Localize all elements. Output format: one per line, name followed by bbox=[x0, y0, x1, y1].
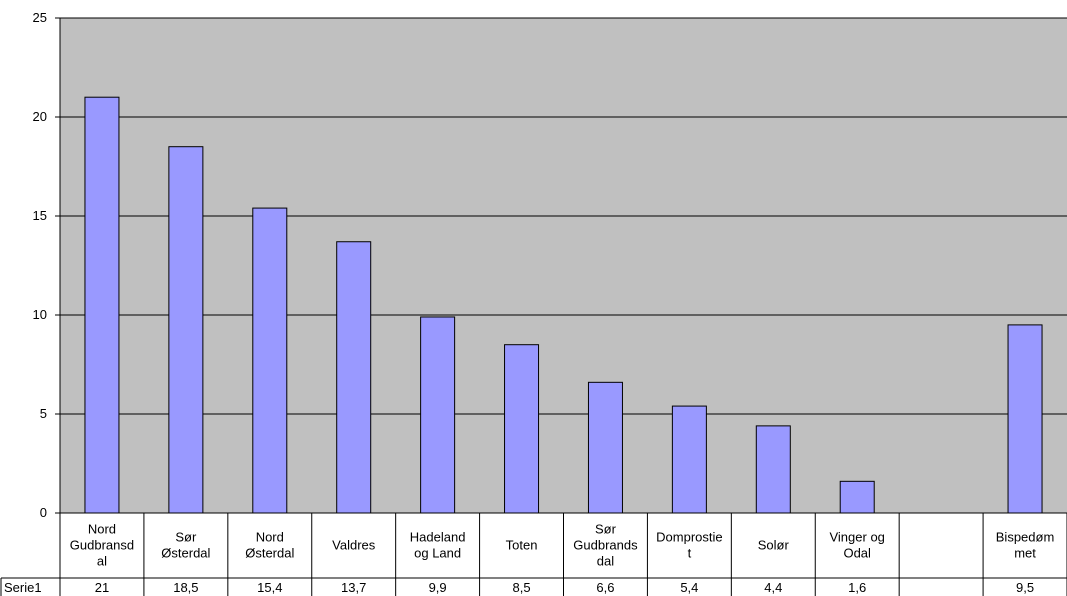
data-label: 21 bbox=[95, 580, 109, 595]
category-label: Vinger og bbox=[829, 530, 884, 545]
data-label: 13,7 bbox=[341, 580, 366, 595]
category-label: Nord bbox=[88, 522, 116, 537]
category-label: Odal bbox=[843, 546, 871, 561]
bar bbox=[671, 405, 707, 514]
bar bbox=[504, 344, 540, 514]
bar bbox=[420, 316, 456, 514]
plot-area bbox=[60, 18, 1067, 513]
category-label: Toten bbox=[506, 538, 538, 553]
category-label: t bbox=[688, 546, 692, 561]
bar bbox=[168, 146, 204, 514]
category-label: Sør bbox=[175, 530, 197, 545]
category-label: Østerdal bbox=[245, 546, 294, 561]
category-label: Østerdal bbox=[161, 546, 210, 561]
bar bbox=[587, 381, 623, 514]
data-label: 18,5 bbox=[173, 580, 198, 595]
bar bbox=[252, 207, 288, 514]
y-tick-label: 20 bbox=[33, 109, 47, 124]
category-label: met bbox=[1014, 546, 1036, 561]
category-label: Solør bbox=[758, 538, 790, 553]
category-label: Gudbrands bbox=[573, 538, 638, 553]
category-label: og Land bbox=[414, 546, 461, 561]
data-label: 9,9 bbox=[429, 580, 447, 595]
series-name-label: Serie1 bbox=[4, 580, 42, 595]
data-label: 5,4 bbox=[680, 580, 698, 595]
data-label: 1,6 bbox=[848, 580, 866, 595]
data-label: 4,4 bbox=[764, 580, 782, 595]
bar bbox=[1007, 324, 1043, 514]
y-tick-label: 25 bbox=[33, 10, 47, 25]
data-label: 8,5 bbox=[513, 580, 531, 595]
category-label: Valdres bbox=[332, 538, 376, 553]
category-label: Gudbransd bbox=[70, 538, 134, 553]
data-label: 9,5 bbox=[1016, 580, 1034, 595]
bar bbox=[336, 241, 372, 514]
category-label: Domprostie bbox=[656, 530, 722, 545]
bar bbox=[84, 96, 120, 514]
y-tick-label: 5 bbox=[40, 406, 47, 421]
category-label: al bbox=[97, 554, 107, 569]
bar bbox=[755, 425, 791, 514]
bar bbox=[839, 480, 875, 514]
data-label: 6,6 bbox=[596, 580, 614, 595]
category-label: Sør bbox=[595, 522, 617, 537]
data-label: 15,4 bbox=[257, 580, 282, 595]
category-label: Nord bbox=[256, 530, 284, 545]
category-label: Hadeland bbox=[410, 530, 466, 545]
category-label: dal bbox=[597, 554, 614, 569]
y-tick-label: 15 bbox=[33, 208, 47, 223]
y-tick-label: 10 bbox=[33, 307, 47, 322]
category-label: Bispedøm bbox=[996, 530, 1055, 545]
y-tick-label: 0 bbox=[40, 505, 47, 520]
